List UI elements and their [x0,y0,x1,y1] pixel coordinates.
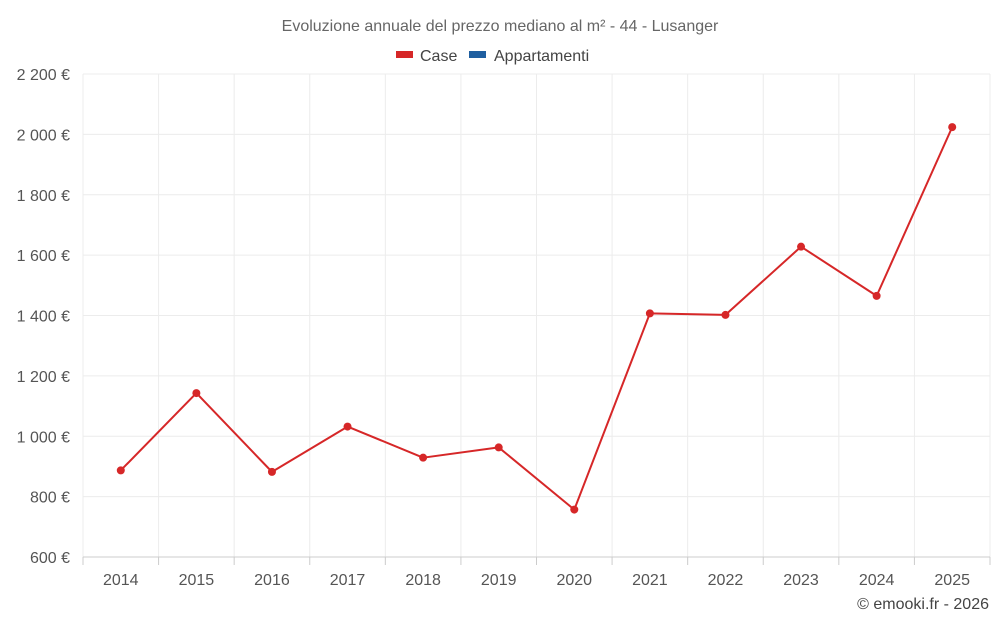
data-point-case[interactable] [872,291,881,300]
legend-item-case[interactable]: Case [396,48,457,65]
x-tick-label: 2019 [481,572,517,589]
legend-swatch-case [396,51,413,58]
x-tick-label: 2022 [708,572,744,589]
legend-swatch-appartamenti [469,51,486,58]
credit-text: © emooki.fr - 2026 [857,596,989,613]
data-point-case[interactable] [116,466,125,475]
y-axis-ticks: 600 € 800 € 1 000 € 1 200 € 1 400 € 1 600 € 1 … [17,67,70,567]
legend-label-appartamenti: Appartamenti [494,48,589,65]
x-tick-label: 2021 [632,572,668,589]
series-line-case [120,126,954,511]
data-point-case[interactable] [343,422,352,431]
y-tick-label: 2 200 € [17,67,70,84]
x-tick-label: 2025 [934,572,970,589]
data-point-case[interactable] [721,310,730,319]
y-tick-label: 1 000 € [17,429,70,446]
data-point-case[interactable] [570,505,579,514]
data-point-case[interactable] [494,443,503,452]
x-tick-label: 2018 [405,572,441,589]
x-axis-ticks: 2014 2015 2016 2017 2018 2019 2020 2021 2022 2023… [82,557,991,589]
chart-title: Evoluzione annuale del prezzo mediano al… [282,18,719,35]
y-tick-label: 1 400 € [17,309,70,326]
y-tick-label: 1 600 € [17,248,70,265]
data-point-case[interactable] [267,467,276,476]
y-tick-label: 1 200 € [17,369,70,386]
y-tick-label: 2 000 € [17,127,70,144]
x-tick-label: 2024 [859,572,895,589]
data-point-case[interactable] [192,389,201,398]
x-tick-label: 2017 [330,572,366,589]
x-tick-label: 2015 [179,572,215,589]
x-tick-label: 2023 [783,572,819,589]
y-tick-label: 600 € [30,550,70,567]
series-case [116,123,957,514]
x-tick-label: 2016 [254,572,290,589]
legend-item-appartamenti[interactable]: Appartamenti [469,48,589,65]
grid [82,73,991,557]
y-tick-label: 800 € [30,490,70,507]
data-point-case[interactable] [419,453,428,462]
data-point-case[interactable] [797,242,806,251]
data-point-case[interactable] [948,123,957,132]
x-tick-label: 2020 [556,572,592,589]
legend-label-case: Case [420,48,457,65]
data-point-case[interactable] [645,309,654,318]
y-tick-label: 1 800 € [17,188,70,205]
legend: Case Appartamenti [396,48,589,65]
x-tick-label: 2014 [103,572,139,589]
